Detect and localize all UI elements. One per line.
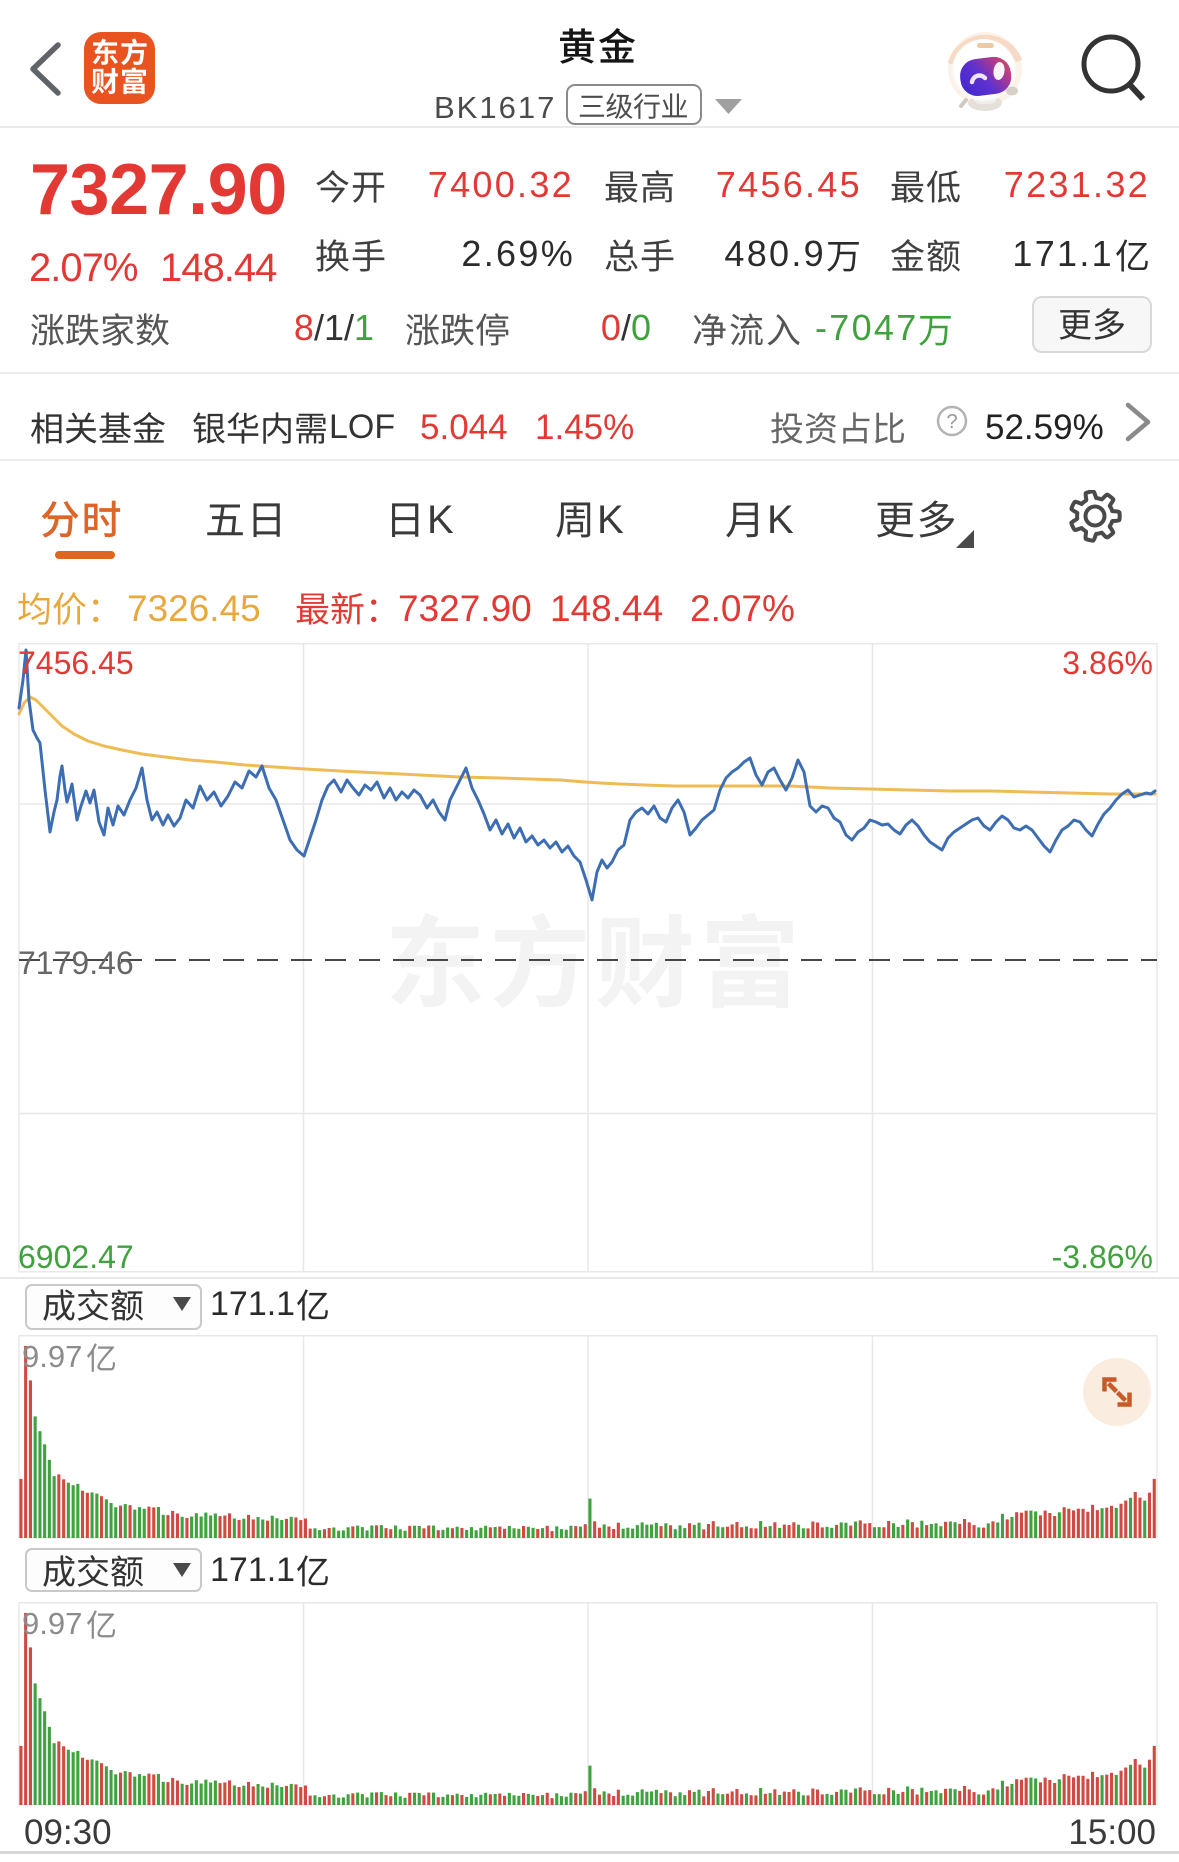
svg-text:?: ?: [946, 411, 957, 433]
